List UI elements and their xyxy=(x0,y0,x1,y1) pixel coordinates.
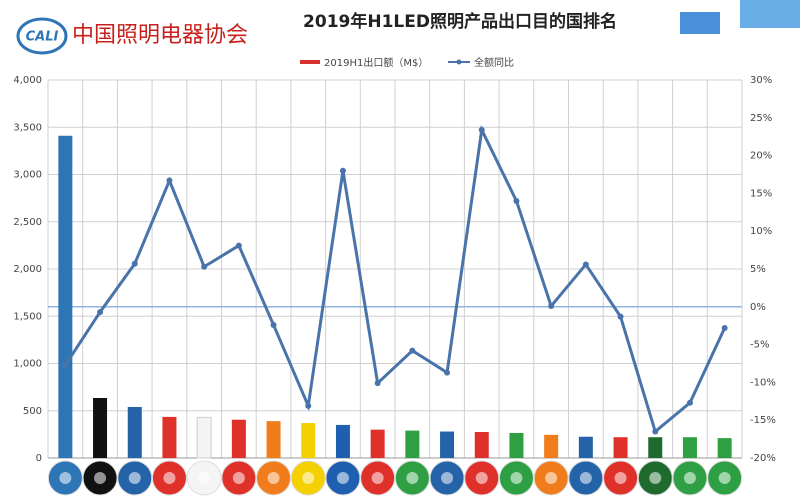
point xyxy=(305,402,312,409)
y-tick-label: 4,000 xyxy=(13,75,42,86)
flag-detail xyxy=(510,472,523,484)
bar xyxy=(301,423,316,458)
flag-detail xyxy=(649,472,662,484)
flag-detail xyxy=(94,472,107,484)
flag-detail xyxy=(718,472,731,484)
flag-detail xyxy=(683,472,696,484)
logo-name: 中国照明电器协会 xyxy=(72,23,248,48)
flag-detail xyxy=(406,472,419,484)
y-tick-label: 3,500 xyxy=(13,122,42,133)
y2-tick-label: 25% xyxy=(750,113,772,124)
bar xyxy=(127,406,142,458)
y2-tick-label: -5% xyxy=(750,340,769,351)
y2-tick-label: 15% xyxy=(750,188,772,199)
point xyxy=(582,261,589,268)
point xyxy=(97,309,104,316)
logo-mark: CALI xyxy=(26,30,59,45)
point xyxy=(166,177,173,184)
y2-tick-label: 20% xyxy=(750,151,772,162)
line xyxy=(64,124,727,435)
bar xyxy=(648,437,663,458)
bar xyxy=(405,430,420,458)
bar xyxy=(196,416,212,459)
chart-title: 2019年H1LED照明产品出口目的国排名 xyxy=(303,11,617,32)
flag-detail xyxy=(475,472,488,484)
bar xyxy=(440,431,455,458)
legend-label: 2019H1出口额（M$） xyxy=(324,56,428,69)
flag-detail xyxy=(336,472,349,484)
legend-swatch xyxy=(456,59,462,65)
flag-detail xyxy=(198,472,211,484)
flag-detail xyxy=(302,472,315,484)
bar xyxy=(544,434,559,458)
deco-box xyxy=(680,12,720,34)
bar xyxy=(93,397,108,458)
point xyxy=(513,197,520,204)
bar xyxy=(474,432,489,458)
bar xyxy=(578,436,593,458)
point xyxy=(339,167,346,174)
legend-label: 全额同比 xyxy=(474,56,514,69)
y-tick-label: 1,500 xyxy=(13,311,42,322)
y-tick-label: 500 xyxy=(23,406,42,417)
flag-detail xyxy=(163,472,176,484)
point xyxy=(270,321,277,328)
bar xyxy=(231,419,246,458)
bar xyxy=(58,135,73,458)
point xyxy=(721,324,728,331)
point xyxy=(617,313,624,320)
y-tick-label: 2,000 xyxy=(13,264,42,275)
y-tick-label: 0 xyxy=(36,453,42,464)
flag-detail xyxy=(441,472,454,484)
y2-tick-label: 0% xyxy=(750,302,766,313)
flag-detail xyxy=(371,472,384,484)
flag-detail xyxy=(59,472,72,484)
bar xyxy=(509,432,524,458)
bar xyxy=(162,416,177,458)
point xyxy=(62,362,69,369)
point xyxy=(652,428,659,435)
y2-tick-label: -20% xyxy=(750,453,776,464)
flag-detail xyxy=(579,472,592,484)
logo-ring xyxy=(16,17,68,55)
point xyxy=(444,369,451,376)
y2-tick-label: 5% xyxy=(750,264,766,275)
flag-detail xyxy=(232,472,245,484)
y-tick-label: 2,500 xyxy=(13,217,42,228)
bar xyxy=(717,438,732,458)
bar xyxy=(682,437,697,458)
bar xyxy=(613,437,628,458)
bar xyxy=(266,421,281,458)
flag-detail xyxy=(545,472,558,484)
y2-tick-label: 10% xyxy=(750,226,772,237)
point xyxy=(409,347,416,354)
y2-tick-label: -15% xyxy=(750,415,776,426)
flag-detail xyxy=(267,472,280,484)
flag-detail xyxy=(614,472,627,484)
point xyxy=(686,399,693,406)
bar xyxy=(370,429,385,458)
y2-tick-label: 30% xyxy=(750,75,772,86)
point xyxy=(374,380,381,387)
point xyxy=(235,242,242,249)
bar xyxy=(335,424,350,458)
flag-detail xyxy=(128,472,141,484)
deco-box xyxy=(740,0,800,28)
y-tick-label: 1,000 xyxy=(13,359,42,370)
point xyxy=(131,260,138,267)
point xyxy=(548,303,555,310)
y-tick-label: 3,000 xyxy=(13,170,42,181)
point xyxy=(478,126,485,133)
point xyxy=(201,263,208,270)
y2-tick-label: -10% xyxy=(750,377,776,388)
